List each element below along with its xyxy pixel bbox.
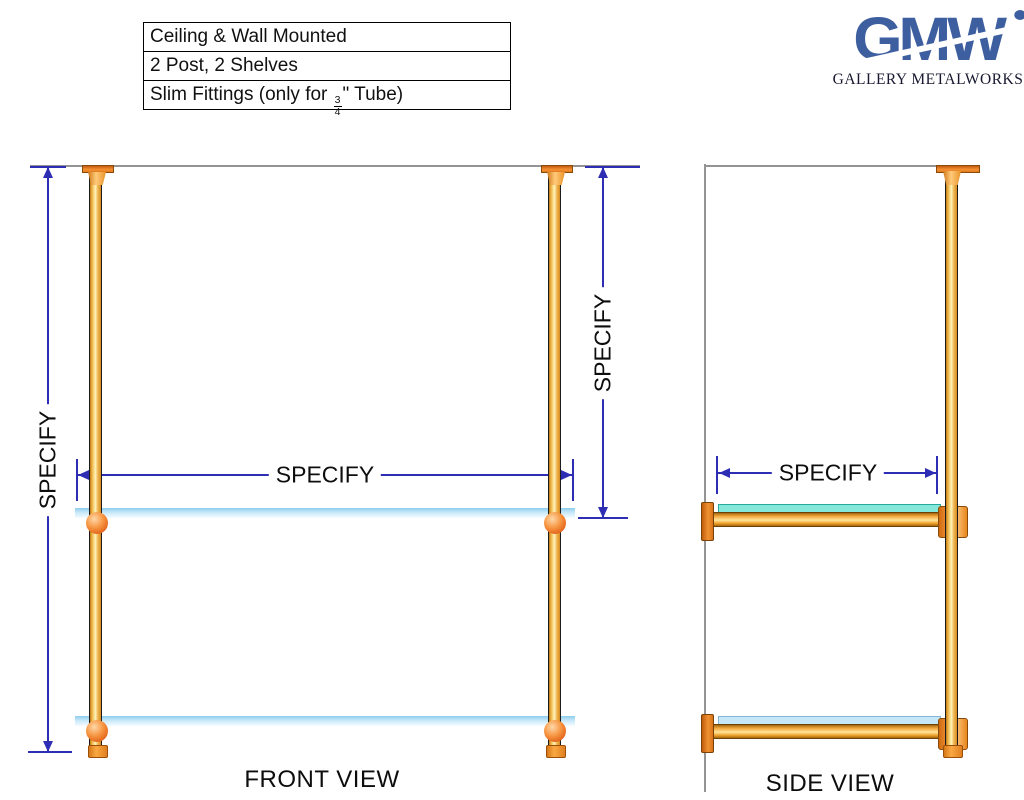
title-block: Ceiling & Wall Mounted 2 Post, 2 Shelves… [143, 22, 511, 117]
fittings-text-suffix: " Tube) [342, 84, 404, 105]
side-ceiling-line [705, 165, 941, 167]
side-view-label: SIDE VIEW [765, 770, 895, 797]
front-height-dim-label: SPECIFY [34, 403, 62, 517]
front-upper-dim-label: SPECIFY [589, 286, 617, 400]
front-shelf-upper [75, 508, 575, 518]
side-depth-arrow-right [925, 468, 936, 478]
front-post-right-upper-clamp [544, 512, 566, 534]
side-post-endcap [943, 745, 963, 758]
fraction-denominator: 4 [334, 105, 341, 118]
front-post-left-ceiling-flange [82, 165, 114, 173]
front-width-dim-label: SPECIFY [268, 461, 382, 489]
side-shelf-lower-arm [712, 724, 946, 739]
side-depth-dim-label: SPECIFY [771, 459, 885, 487]
logo-gmw-mark: GMW [814, 5, 1024, 76]
front-upper-arrow-up [598, 167, 608, 178]
side-wall-line [704, 164, 706, 792]
front-ceiling-line [30, 165, 640, 167]
front-post-right-lower-clamp [544, 720, 566, 742]
front-post-left-collar [88, 172, 106, 185]
front-width-arrow-left [78, 470, 89, 480]
front-height-arrow-down [43, 741, 53, 752]
front-shelf-lower [75, 716, 575, 726]
front-post-right [548, 172, 561, 755]
front-upper-arrow-down [598, 507, 608, 518]
front-width-tick-left [76, 459, 78, 501]
side-post-collar [943, 171, 961, 185]
front-post-right-collar [547, 172, 565, 185]
side-depth-tick-right [936, 456, 938, 494]
front-upper-ext-top [585, 166, 640, 168]
fittings-text-prefix: Slim Fittings (only for [150, 84, 333, 105]
side-shelf-lower-wall-flange [701, 714, 714, 753]
title-row-fittings: Slim Fittings (only for 3 4 " Tube) [144, 81, 510, 117]
front-post-left-lower-clamp [86, 720, 108, 742]
front-view-label: FRONT VIEW [244, 766, 400, 793]
front-height-ext-bottom [28, 751, 72, 753]
front-height-arrow-up [43, 167, 53, 178]
front-upper-ext-bottom [578, 517, 628, 519]
front-width-arrow-right [561, 470, 572, 480]
front-post-left [89, 172, 102, 755]
logo-acronym: GMW [853, 5, 1007, 73]
title-row-configuration: 2 Post, 2 Shelves [144, 52, 510, 81]
front-width-tick-right [572, 459, 574, 501]
logo-company-name: GALLERY METALWORKS [832, 71, 1024, 88]
company-logo: GMW GALLERY METALWORKS [814, 8, 1024, 89]
front-post-left-upper-clamp [86, 512, 108, 534]
side-post [945, 172, 958, 755]
fraction-numerator: 3 [333, 94, 342, 107]
side-depth-tick-left [716, 456, 718, 494]
front-post-right-ceiling-flange [541, 165, 573, 173]
logo-i-dot [1014, 10, 1024, 20]
side-shelf-upper-arm [712, 512, 946, 527]
title-row-mounting: Ceiling & Wall Mounted [144, 23, 510, 52]
front-post-left-endcap [88, 745, 108, 758]
front-post-right-endcap [546, 745, 566, 758]
side-shelf-upper-wall-flange [701, 502, 714, 541]
side-depth-arrow-left [719, 468, 730, 478]
